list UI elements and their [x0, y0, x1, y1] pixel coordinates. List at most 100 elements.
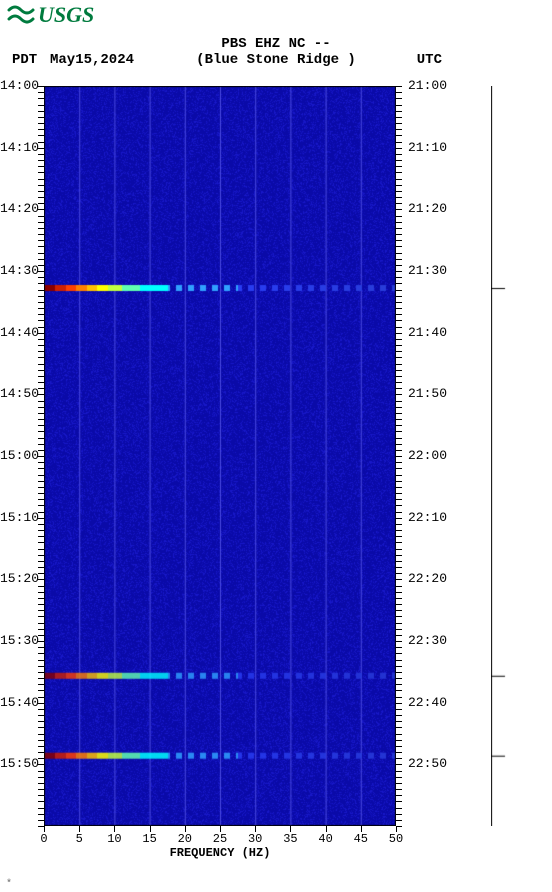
y-tick-right: [396, 259, 402, 260]
y-tick-right: [396, 222, 402, 223]
y-tick-right: [396, 203, 402, 204]
y-tick-right: [396, 789, 402, 790]
y-tick-left: [38, 783, 44, 784]
y-tick-left: [38, 678, 44, 679]
y-tick-left: [38, 222, 44, 223]
y-tick-right: [396, 752, 402, 753]
wave-icon: USGS: [6, 2, 116, 26]
y-tick-left: [38, 259, 44, 260]
y-tick-left: [38, 351, 44, 352]
y-label-left: 14:20: [0, 201, 36, 216]
y-tick-right: [396, 653, 402, 654]
y-tick-left: [38, 160, 44, 161]
y-tick-left: [38, 567, 44, 568]
y-tick-right: [396, 567, 402, 568]
y-label-left: 14:50: [0, 386, 36, 401]
y-label-right: 21:30: [408, 263, 447, 278]
y-tick-right: [396, 407, 402, 408]
y-label-right: 22:30: [408, 633, 447, 648]
y-tick-left: [38, 752, 44, 753]
y-tick-right: [396, 345, 402, 346]
y-tick-right: [396, 542, 402, 543]
y-tick-left: [38, 801, 44, 802]
y-tick-right: [396, 481, 402, 482]
y-tick-right: [396, 456, 402, 457]
y-tick-left: [38, 610, 44, 611]
y-tick-left: [38, 653, 44, 654]
y-tick-left: [38, 228, 44, 229]
y-tick-right: [396, 296, 402, 297]
y-tick-right: [396, 592, 402, 593]
y-tick-right: [396, 351, 402, 352]
y-tick-right: [396, 271, 402, 272]
y-tick-left: [38, 283, 44, 284]
y-tick-right: [396, 86, 402, 87]
y-tick-left: [38, 530, 44, 531]
y-label-right: 22:50: [408, 756, 447, 771]
y-tick-left: [38, 98, 44, 99]
y-tick-right: [396, 555, 402, 556]
y-tick-right: [396, 499, 402, 500]
y-label-right: 21:00: [408, 78, 447, 93]
y-tick-left: [38, 616, 44, 617]
y-tick-right: [396, 660, 402, 661]
tz-left-label: PDT: [12, 52, 37, 68]
y-tick-right: [396, 493, 402, 494]
y-tick-left: [38, 592, 44, 593]
y-tick-right: [396, 283, 402, 284]
y-tick-left: [38, 734, 44, 735]
y-tick-left: [38, 727, 44, 728]
y-tick-right: [396, 672, 402, 673]
y-tick-right: [396, 641, 402, 642]
y-tick-right: [396, 191, 402, 192]
y-tick-left: [38, 808, 44, 809]
y-label-right: 22:20: [408, 571, 447, 586]
y-tick-left: [38, 789, 44, 790]
y-label-right: 22:10: [408, 510, 447, 525]
right-reference-bar: [491, 86, 529, 826]
y-tick-right: [396, 579, 402, 580]
y-tick-right: [396, 530, 402, 531]
y-tick-right: [396, 635, 402, 636]
y-tick-right: [396, 727, 402, 728]
y-tick-left: [38, 357, 44, 358]
y-tick-left: [38, 185, 44, 186]
y-tick-left: [38, 475, 44, 476]
y-tick-right: [396, 179, 402, 180]
y-tick-right: [396, 450, 402, 451]
y-tick-right: [396, 154, 402, 155]
y-tick-right: [396, 771, 402, 772]
y-tick-left: [38, 246, 44, 247]
y-tick-left: [38, 413, 44, 414]
y-tick-left: [38, 542, 44, 543]
y-tick-right: [396, 265, 402, 266]
y-tick-right: [396, 425, 402, 426]
y-tick-left: [38, 431, 44, 432]
y-tick-left: [38, 555, 44, 556]
y-tick-right: [396, 197, 402, 198]
y-tick-left: [38, 493, 44, 494]
y-label-left: 14:10: [0, 140, 36, 155]
y-tick-right: [396, 308, 402, 309]
x-tick-label: 0: [40, 832, 47, 846]
y-tick-right: [396, 277, 402, 278]
x-tick-label: 5: [76, 832, 83, 846]
y-tick-right: [396, 801, 402, 802]
y-tick-left: [38, 425, 44, 426]
y-tick-right: [396, 610, 402, 611]
y-tick-left: [38, 166, 44, 167]
y-tick-left: [38, 505, 44, 506]
y-tick-right: [396, 376, 402, 377]
y-tick-right: [396, 364, 402, 365]
y-tick-right: [396, 431, 402, 432]
y-tick-left: [38, 721, 44, 722]
y-tick-right: [396, 561, 402, 562]
footer-char: *: [6, 879, 12, 890]
y-tick-right: [396, 487, 402, 488]
y-tick-right: [396, 240, 402, 241]
y-tick-right: [396, 234, 402, 235]
y-tick-left: [38, 407, 44, 408]
y-tick-right: [396, 697, 402, 698]
y-tick-right: [396, 820, 402, 821]
y-tick-left: [38, 604, 44, 605]
